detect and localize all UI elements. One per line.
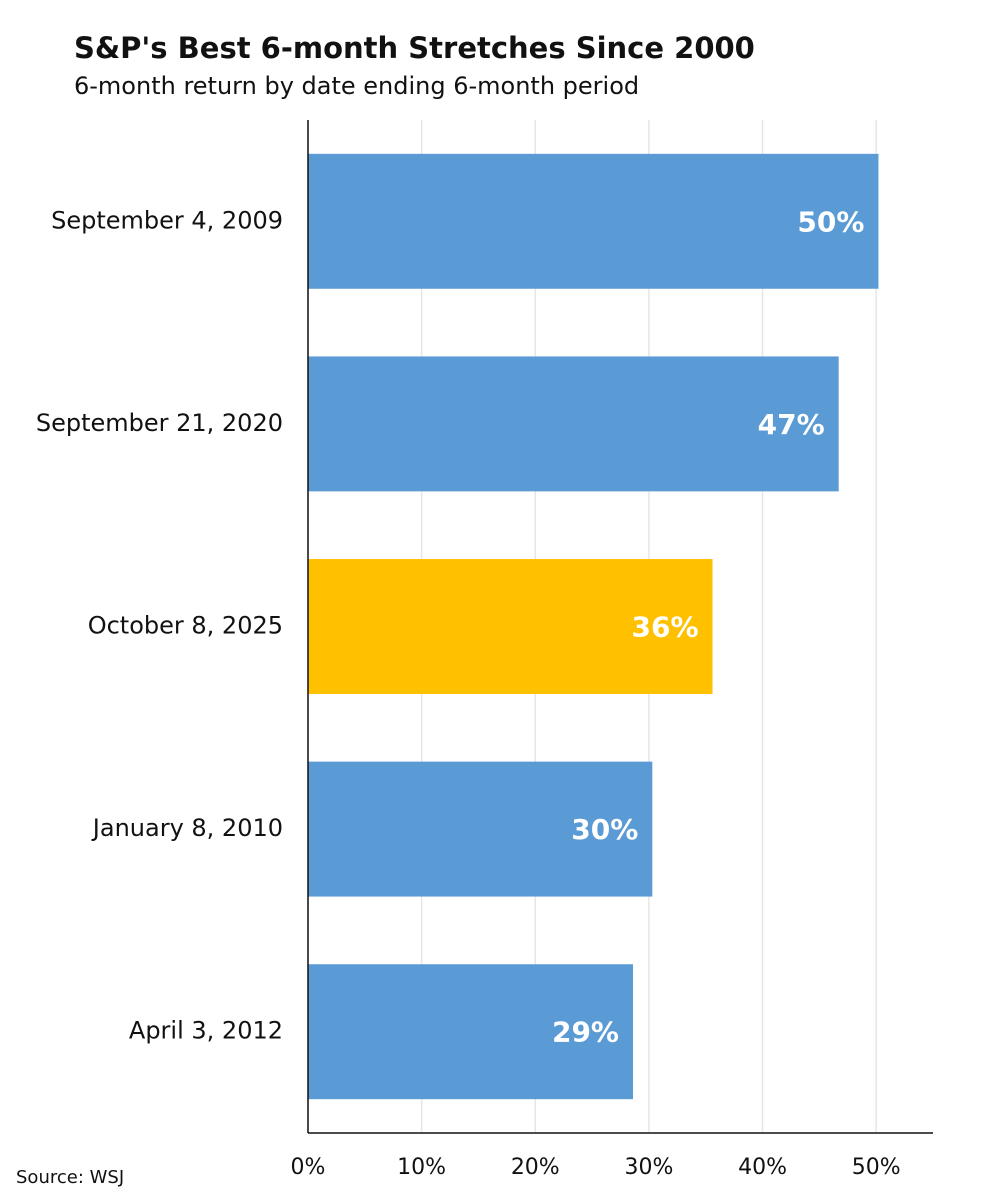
chart-title: S&P's Best 6-month Stretches Since 2000 xyxy=(74,31,755,65)
bar xyxy=(308,761,653,897)
y-tick-label: October 8, 2025 xyxy=(88,612,283,640)
chart-subtitle: 6-month return by date ending 6-month pe… xyxy=(74,72,639,100)
x-tick-label: 30% xyxy=(624,1155,673,1180)
value-label: 30% xyxy=(571,813,638,846)
y-tick-label: April 3, 2012 xyxy=(129,1017,283,1045)
bar xyxy=(308,356,839,492)
x-tick-label: 40% xyxy=(738,1155,787,1180)
x-tick-label: 50% xyxy=(852,1155,901,1180)
y-tick-label: September 21, 2020 xyxy=(36,409,283,437)
bar xyxy=(308,559,713,694)
x-tick-label: 20% xyxy=(511,1155,560,1180)
value-label: 36% xyxy=(632,611,699,644)
y-tick-label: September 4, 2009 xyxy=(51,206,283,234)
source: Source: WSJ xyxy=(16,1167,124,1188)
value-label: 29% xyxy=(552,1016,619,1049)
x-tick-label: 10% xyxy=(397,1155,446,1180)
bar xyxy=(308,153,879,289)
y-tick-label: January 8, 2010 xyxy=(91,814,283,842)
value-label: 47% xyxy=(758,408,825,441)
bar xyxy=(308,964,633,1100)
x-tick-label: 0% xyxy=(291,1155,326,1180)
value-label: 50% xyxy=(797,205,864,238)
